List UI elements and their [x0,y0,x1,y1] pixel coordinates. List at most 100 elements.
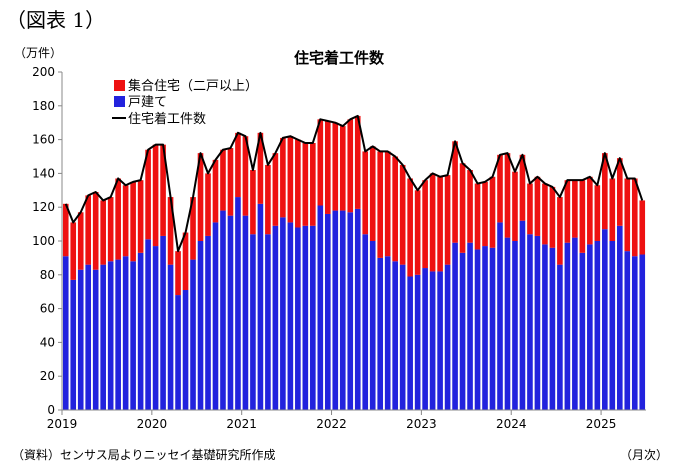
bar-single-family [384,256,391,410]
bar-multi-family [197,153,204,241]
chart-title-group: 住宅着工件数 [294,49,385,67]
x-tick-label: 2025 [586,417,617,431]
bar-single-family [70,279,77,410]
bar-multi-family [107,197,114,262]
bar-multi-family [347,119,354,213]
bar-single-family [377,257,384,410]
bar-multi-family [512,171,518,241]
bar-single-family [512,241,518,410]
bar-multi-family [519,154,526,221]
bar-multi-family [444,175,451,265]
bar-single-family [152,246,159,410]
bar-single-family [62,256,69,410]
bar-multi-family [384,151,391,257]
bar-multi-family [130,181,136,262]
bar-single-family [489,247,496,410]
legend-single-family-swatch [114,96,125,107]
bar-single-family [557,264,563,410]
bar-multi-family [429,173,436,272]
bar-multi-family [549,186,556,248]
bar-multi-family [407,178,413,277]
y-tick-label: 180 [32,99,55,113]
bar-single-family [392,261,398,410]
bar-multi-family [616,158,623,226]
y-tick-label: 100 [32,234,55,248]
bar-single-family [452,242,458,410]
bar-single-family [354,208,361,410]
bar-multi-family [242,136,249,216]
bar-single-family [167,264,174,410]
plot-area [62,72,646,410]
bar-multi-family [265,164,271,235]
bar-multi-family [504,153,511,238]
bar-single-family [534,235,541,410]
bar-multi-family [579,180,586,253]
bar-single-family [235,197,241,410]
y-tick-label: 40 [40,335,55,349]
bar-single-family [332,210,339,410]
bar-multi-family [62,203,69,257]
bar-single-family [624,251,631,410]
bar-single-family [182,290,189,410]
bar-multi-family [354,115,361,209]
bar-single-family [190,259,196,410]
bar-multi-family [295,139,301,228]
bar-single-family [287,222,294,410]
bar-single-family [527,234,533,410]
x-tick-label: 2020 [137,417,168,431]
bar-single-family [100,264,106,410]
bar-single-family [280,217,286,410]
x-tick-label: 2021 [226,417,257,431]
bar-single-family [92,269,99,410]
bar-single-family [257,203,264,410]
bar-single-family [414,274,421,410]
bar-multi-family [317,119,324,206]
bar-multi-family [572,180,578,238]
x-tick-label: 2019 [47,417,78,431]
bar-single-family [504,237,511,410]
bar-multi-family [339,126,346,211]
bar-single-family [444,264,451,410]
bar-single-family [227,215,234,410]
bar-single-family [175,295,181,410]
bar-multi-family [482,181,488,247]
bar-single-family [295,227,301,410]
bar-single-family [324,213,331,410]
bar-multi-family [235,132,241,198]
bar-single-family [272,225,279,410]
bar-single-family [250,234,256,410]
bar-multi-family [272,153,279,226]
y-tick-label: 160 [32,133,55,147]
bar-single-family [399,264,406,410]
bar-multi-family [145,149,151,240]
bar-multi-family [100,200,106,265]
y-tick-label: 200 [32,65,55,79]
bar-multi-family [137,180,144,253]
bar-single-family [145,239,151,410]
bar-multi-family [489,176,496,248]
bar-multi-family [250,170,256,235]
bar-multi-family [212,159,219,223]
legend-single-family-label: 戸建て [128,95,167,110]
bar-series-group [62,115,646,410]
x-tick-label: 2024 [496,417,527,431]
total-line-group [64,114,644,253]
x-unit-label: （月次） [620,448,669,462]
bar-single-family [130,261,136,410]
bar-single-family [362,234,369,410]
bar-multi-family [257,132,264,204]
y-tick-label: 120 [32,200,55,214]
bar-single-family [369,241,376,410]
bar-multi-family [115,178,121,260]
y-unit-label: （万件） [14,46,63,60]
x-tick-label: 2022 [316,417,347,431]
source-label: （資料）センサス局よりニッセイ基礎研究所作成 [12,448,276,462]
bar-multi-family [399,164,406,265]
bar-single-family [474,249,481,410]
x-tick-label: 2023 [406,417,437,431]
bar-multi-family [564,180,571,243]
bar-single-family [310,225,316,410]
y-tick-label: 140 [32,166,55,180]
bar-multi-family [182,232,189,291]
